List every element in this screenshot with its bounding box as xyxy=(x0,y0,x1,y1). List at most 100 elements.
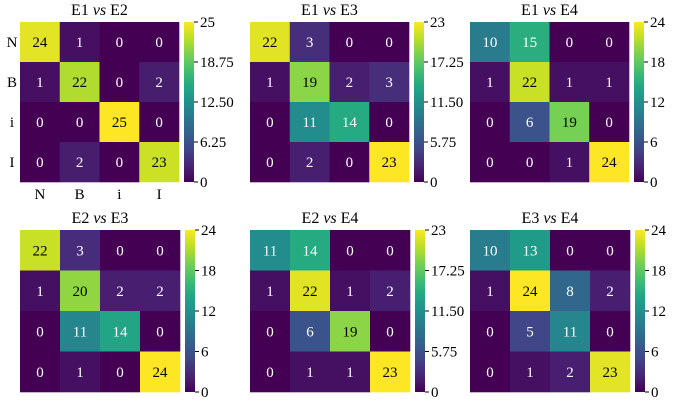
colorbar-tick-label: 11.50 xyxy=(431,304,464,320)
colorbar-tick-label: 6 xyxy=(650,135,658,151)
cell-value: 1 xyxy=(346,284,354,300)
cell-value: 23 xyxy=(382,155,397,171)
cell-value: 8 xyxy=(566,284,574,300)
heatmap-cell xyxy=(20,270,61,312)
cell-value: 0 xyxy=(36,324,44,340)
colorbar-tick-label: 5.75 xyxy=(430,135,456,151)
cell-value: 1 xyxy=(605,75,613,91)
colorbar-tick-label: 6 xyxy=(651,345,659,361)
panel-title-part: vs xyxy=(539,2,556,19)
cell-value: 0 xyxy=(266,155,274,171)
colorbar-tick-label: 6.25 xyxy=(200,135,226,151)
cell-value: 1 xyxy=(266,284,274,300)
cell-value: 2 xyxy=(606,284,614,300)
panel-title: E2 vs E4 xyxy=(302,210,359,227)
heatmap-cell xyxy=(20,311,61,352)
column-label: I xyxy=(157,187,162,203)
colorbar xyxy=(415,230,425,392)
cell-value: 2 xyxy=(306,155,314,171)
panel-title-part: E1 xyxy=(301,2,319,19)
cell-value: 0 xyxy=(266,324,274,340)
heatmap-cell xyxy=(140,351,181,393)
heatmap-cell xyxy=(370,230,411,271)
heatmap-cell xyxy=(20,62,61,103)
heatmap-cell xyxy=(590,270,631,312)
cell-value: 0 xyxy=(486,365,494,381)
heatmap-cell xyxy=(470,62,511,103)
heatmap-cell xyxy=(590,311,631,352)
cell-value: 22 xyxy=(33,243,48,259)
colorbar-tick-label: 12 xyxy=(650,95,665,111)
colorbar-tick-label: 18 xyxy=(650,55,665,71)
cell-value: 0 xyxy=(116,35,124,51)
cell-value: 11 xyxy=(263,243,277,259)
cell-value: 1 xyxy=(566,155,574,171)
heatmap-cell xyxy=(470,102,511,143)
heatmap-cell xyxy=(139,22,180,63)
colorbar-tick-label: 5.75 xyxy=(431,345,457,361)
heatmap-cell xyxy=(330,351,371,393)
heatmap-cell xyxy=(100,230,141,271)
heatmap-cell xyxy=(329,102,370,143)
panel-title-part: E2 xyxy=(72,210,90,227)
cell-value: 19 xyxy=(343,324,358,340)
colorbar-tick-label: 18 xyxy=(651,264,666,280)
heatmap-cell xyxy=(59,142,100,183)
heatmap-cell xyxy=(289,62,330,103)
heatmap-cell xyxy=(589,142,630,183)
panel-title-part: E3 xyxy=(336,2,358,19)
colorbar xyxy=(184,22,194,182)
panel-title: E1 vs E3 xyxy=(301,2,358,19)
heatmap-cell xyxy=(549,102,590,143)
cell-value: 2 xyxy=(76,155,84,171)
heatmap-cell xyxy=(60,270,101,312)
heatmap-cell xyxy=(470,142,511,183)
heatmap-cell xyxy=(139,142,180,183)
cell-value: 23 xyxy=(603,365,618,381)
heatmap-cell xyxy=(370,270,411,312)
cell-value: 14 xyxy=(342,115,358,131)
heatmap-cell xyxy=(369,22,410,63)
cell-value: 24 xyxy=(153,365,169,381)
panel-title-part: vs xyxy=(89,210,106,227)
heatmap-cell xyxy=(550,270,591,312)
heatmap-cell xyxy=(250,62,291,103)
heatmap-cell xyxy=(139,102,180,143)
heatmap-cell xyxy=(470,351,511,393)
cell-value: 14 xyxy=(113,324,129,340)
cell-value: 2 xyxy=(156,284,164,300)
heatmap-cell xyxy=(550,311,591,352)
row-label: N xyxy=(7,35,18,51)
cell-value: 19 xyxy=(562,115,577,131)
cell-value: 22 xyxy=(72,75,87,91)
cell-value: 0 xyxy=(386,324,394,340)
cell-value: 2 xyxy=(116,284,124,300)
colorbar-tick-label: 0 xyxy=(650,175,658,191)
heatmap-cell xyxy=(250,22,291,63)
cell-value: 0 xyxy=(386,243,394,259)
panel-title-part: E3 xyxy=(107,210,129,227)
colorbar-tick-label: 0 xyxy=(651,385,659,401)
cell-value: 11 xyxy=(302,115,316,131)
colorbar-tick-label: 17.25 xyxy=(431,264,465,280)
column-label: N xyxy=(34,187,45,203)
cell-value: 0 xyxy=(155,35,163,51)
cell-value: 2 xyxy=(155,75,163,91)
heatmap-cell xyxy=(99,22,140,63)
cell-value: 5 xyxy=(526,324,534,340)
cell-value: 22 xyxy=(303,284,318,300)
cell-value: 11 xyxy=(563,324,577,340)
panel-title-part: E2 xyxy=(106,2,128,19)
heatmap-cell xyxy=(470,311,511,352)
cell-value: 13 xyxy=(523,243,538,259)
panel-title-part: vs xyxy=(319,2,336,19)
cell-value: 1 xyxy=(346,365,354,381)
cell-value: 0 xyxy=(36,115,44,131)
heatmap-cell xyxy=(20,351,61,393)
panel-title-part: E1 xyxy=(71,2,89,19)
heatmap-cell xyxy=(140,230,181,271)
heatmap-cell xyxy=(250,270,291,312)
